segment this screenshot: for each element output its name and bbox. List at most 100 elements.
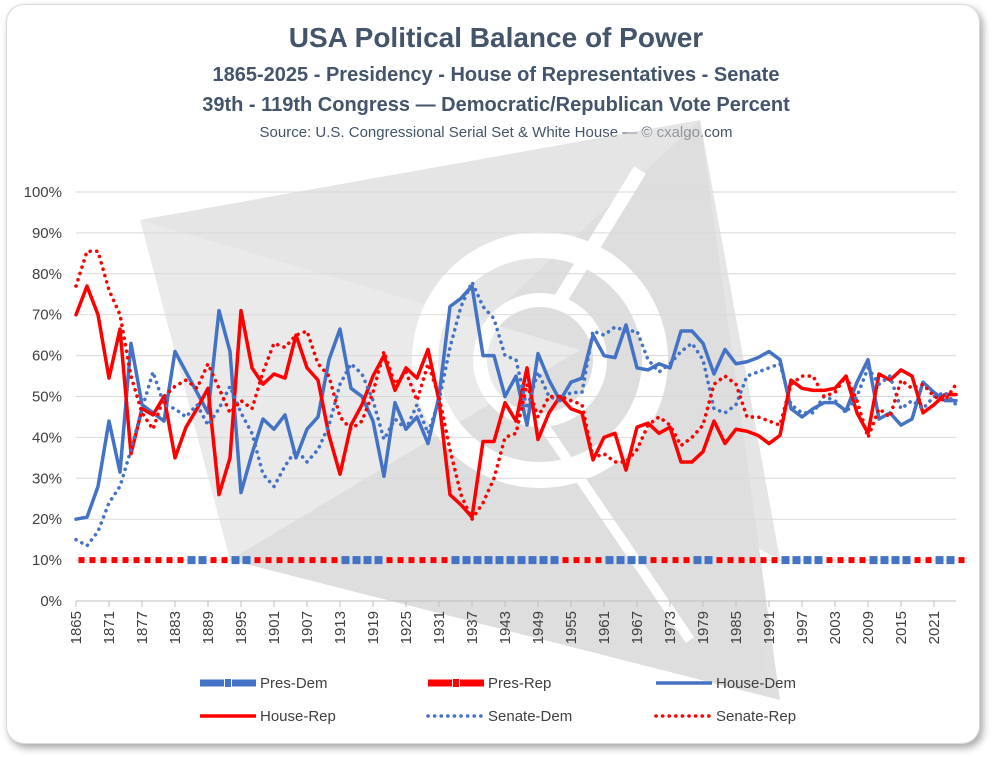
presidency-marker-rep xyxy=(672,557,679,564)
series-house-rep xyxy=(74,284,958,519)
presidency-marker-dem xyxy=(627,556,636,565)
presidency-marker-dem xyxy=(605,556,614,565)
presidency-marker-dem xyxy=(495,556,504,565)
presidency-marker-rep xyxy=(727,557,734,564)
x-tick-label: 1979 xyxy=(695,611,712,644)
presidency-marker-rep xyxy=(89,557,96,564)
presidency-marker-rep xyxy=(914,557,921,564)
series-senate-dem xyxy=(74,280,958,548)
presidency-marker-dem xyxy=(473,556,482,565)
presidency-marker-rep xyxy=(771,557,778,564)
x-tick-label: 1967 xyxy=(629,611,646,644)
presidency-marker-dem xyxy=(792,556,801,565)
presidency-marker-rep xyxy=(826,557,833,564)
presidency-marker-dem xyxy=(484,556,493,565)
presidency-marker-rep xyxy=(122,557,129,564)
presidency-marker-dem xyxy=(374,556,383,565)
x-tick-label: 1901 xyxy=(266,611,283,644)
legend-swatch-marker xyxy=(225,679,231,687)
presidency-marker-dem xyxy=(946,556,955,565)
legend-label: House-Rep xyxy=(260,708,336,725)
presidency-marker-rep xyxy=(254,557,261,564)
x-tick-label: 1931 xyxy=(431,611,448,644)
presidency-marker-rep xyxy=(221,557,228,564)
legend-label: Senate-Rep xyxy=(716,708,796,725)
presidency-marker-rep xyxy=(749,557,756,564)
presidency-marker-rep xyxy=(276,557,283,564)
x-tick-label: 1919 xyxy=(365,611,382,644)
x-tick-label: 1871 xyxy=(101,611,118,644)
presidency-marker-rep xyxy=(177,557,184,564)
presidency-marker-rep xyxy=(760,557,767,564)
x-tick-label: 1943 xyxy=(497,611,514,644)
presidency-marker-dem xyxy=(616,556,625,565)
presidency-marker-rep xyxy=(573,557,580,564)
presidency-marker-dem xyxy=(814,556,823,565)
x-axis-ticks: 1865 1871 1877 1883 1889 1895 1901 1907 1913 1919… xyxy=(68,601,943,644)
presidency-marker-rep xyxy=(848,557,855,564)
presidency-marker-dem xyxy=(550,556,559,565)
presidency-marker-dem xyxy=(341,556,350,565)
presidency-marker-rep xyxy=(925,557,932,564)
y-tick-label: 100% xyxy=(24,184,62,201)
x-tick-label: 1991 xyxy=(761,611,778,644)
presidency-marker-dem xyxy=(363,556,372,565)
presidency-marker-dem xyxy=(902,556,911,565)
y-tick-label: 10% xyxy=(32,552,62,569)
y-tick-label: 70% xyxy=(32,307,62,324)
x-tick-label: 1895 xyxy=(233,611,250,644)
presidency-marker-rep xyxy=(595,557,602,564)
presidency-marker-rep xyxy=(562,557,569,564)
x-tick-label: 1883 xyxy=(167,611,184,644)
presidency-marker-rep xyxy=(309,557,316,564)
x-tick-label: 1997 xyxy=(794,611,811,644)
presidency-marker-dem xyxy=(539,556,548,565)
presidency-marker-rep xyxy=(408,557,415,564)
presidency-marker-rep xyxy=(430,557,437,564)
presidency-marker-rep xyxy=(650,557,657,564)
presidency-marker-rep xyxy=(320,557,327,564)
presidency-marker-rep xyxy=(166,557,173,564)
presidency-marker-rep xyxy=(958,557,965,564)
x-tick-label: 1925 xyxy=(398,611,415,644)
series-senate-rep xyxy=(74,249,958,522)
presidency-marker-rep xyxy=(661,557,668,564)
presidency-marker-rep xyxy=(397,557,404,564)
x-tick-label: 1877 xyxy=(134,611,151,644)
presidency-marker-rep xyxy=(265,557,272,564)
presidency-marker-dem xyxy=(242,556,251,565)
presidency-marker-dem xyxy=(693,556,702,565)
y-tick-label: 20% xyxy=(32,511,62,528)
x-tick-label: 2015 xyxy=(893,611,910,644)
presidency-marker-rep xyxy=(716,557,723,564)
legend-label: Pres-Rep xyxy=(488,675,551,692)
x-tick-label: 2021 xyxy=(926,611,943,644)
presidency-markers xyxy=(78,556,965,565)
presidency-marker-dem xyxy=(187,556,196,565)
presidency-marker-dem xyxy=(198,556,207,565)
presidency-marker-rep xyxy=(837,557,844,564)
presidency-marker-rep xyxy=(78,557,85,564)
presidency-marker-dem xyxy=(528,556,537,565)
y-tick-label: 90% xyxy=(32,225,62,242)
presidency-marker-rep xyxy=(331,557,338,564)
presidency-marker-rep xyxy=(584,557,591,564)
presidency-marker-dem xyxy=(781,556,790,565)
chart-subtitle-1: 1865-2025 - Presidency - House of Repres… xyxy=(212,64,780,86)
x-tick-label: 1973 xyxy=(662,611,679,644)
presidency-marker-rep xyxy=(298,557,305,564)
presidency-marker-rep xyxy=(441,557,448,564)
y-tick-label: 50% xyxy=(32,389,62,406)
x-tick-label: 1865 xyxy=(68,611,85,644)
y-tick-label: 60% xyxy=(32,348,62,365)
x-tick-label: 2003 xyxy=(827,611,844,644)
presidency-marker-rep xyxy=(419,557,426,564)
series-lines xyxy=(74,249,958,548)
presidency-marker-rep xyxy=(133,557,140,564)
presidency-marker-dem xyxy=(803,556,812,565)
presidency-marker-dem xyxy=(352,556,361,565)
legend-label: Pres-Dem xyxy=(260,675,328,692)
y-tick-label: 30% xyxy=(32,470,62,487)
legend: Pres-Dem Pres-Rep House-Dem House-Rep Senate… xyxy=(200,675,796,725)
